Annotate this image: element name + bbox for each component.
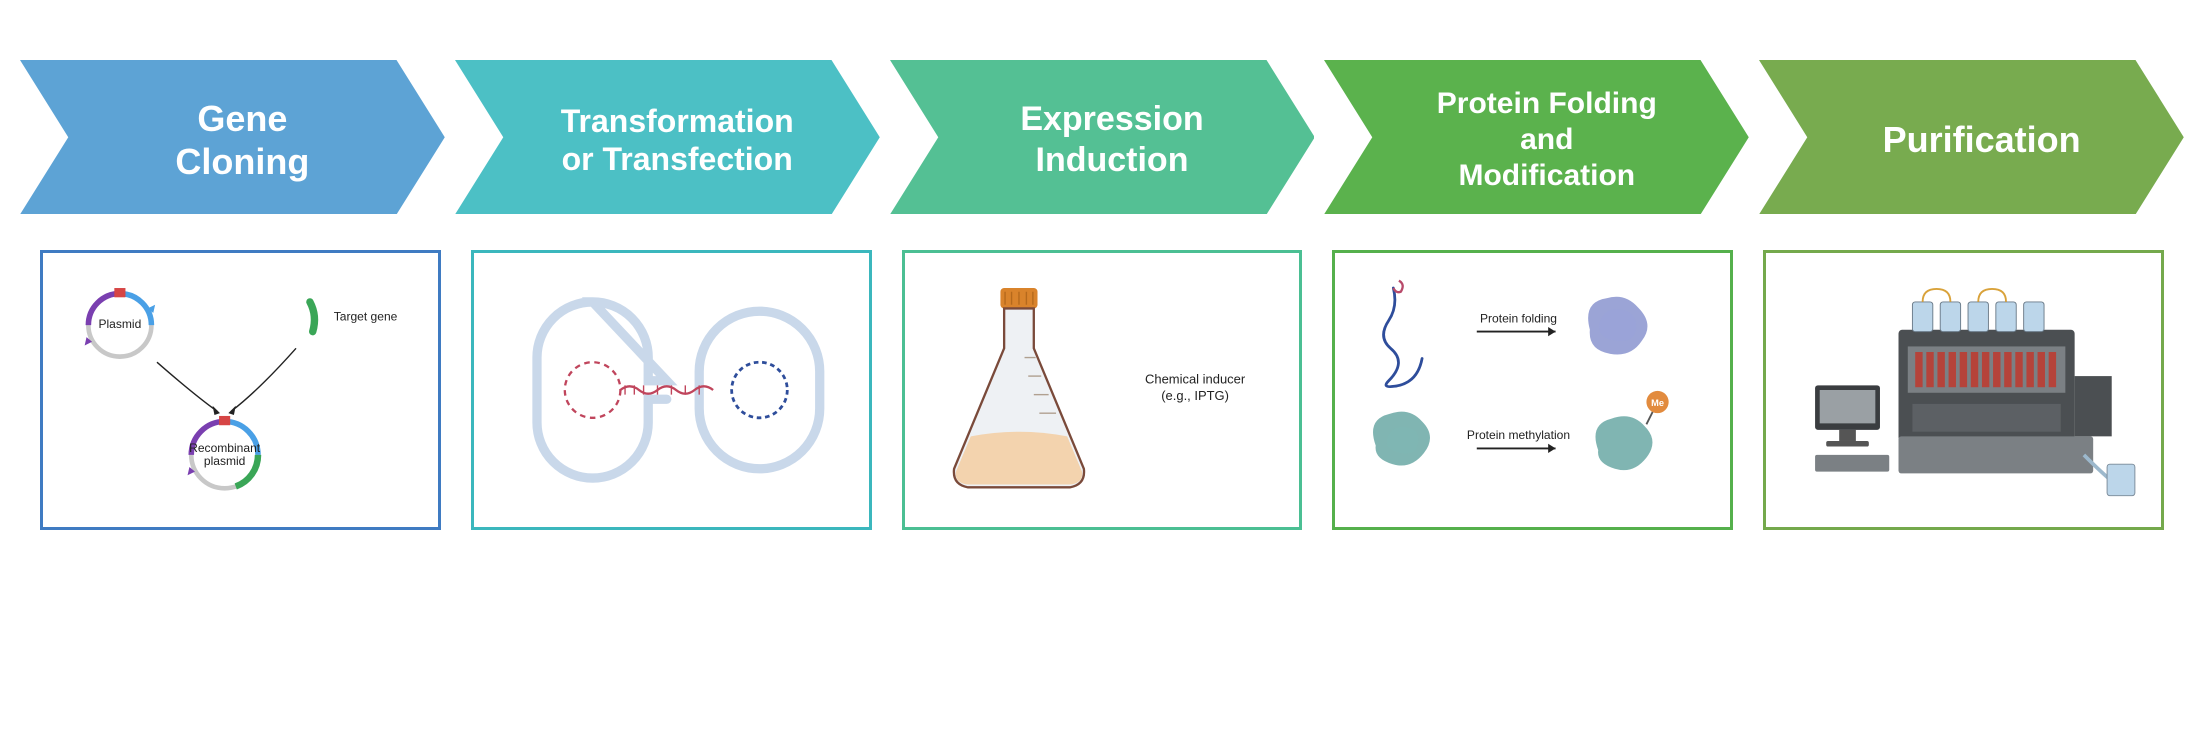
step-title: Purification (1883, 118, 2081, 161)
protein-methylation-label: Protein methylation (1467, 428, 1570, 442)
plasmid-label: Plasmid (98, 317, 141, 331)
step-arrow-expression: Expression Induction (890, 60, 1315, 220)
panel-transformation (471, 250, 872, 530)
target-gene-label: Target gene (334, 309, 398, 323)
step-arrow-folding: Protein Folding and Modification (1324, 60, 1749, 220)
panel-gene-cloning: Plasmid Target gene Recombinant plasmid (40, 250, 441, 530)
step-title: Gene Cloning (175, 97, 309, 183)
recombinant-label-1: Recombinant (189, 441, 261, 455)
panel-purification (1763, 250, 2164, 530)
workflow-panel-row: Plasmid Target gene Recombinant plasmid (20, 250, 2184, 530)
protein-folding-label: Protein folding (1480, 311, 1557, 325)
me-tag-label: Me (1652, 398, 1665, 408)
cloning-diagram-icon: Plasmid Target gene Recombinant plasmid (55, 265, 426, 515)
step-title: Expression Induction (1020, 99, 1203, 181)
step-arrow-purification: Purification (1759, 60, 2184, 220)
step-title: Transformation or Transfection (561, 102, 794, 179)
purification-instrument-icon (1778, 265, 2149, 515)
folding-diagram-icon: Protein folding Protein methylation Me (1347, 265, 1718, 515)
inducer-label-1: Chemical inducer (1145, 372, 1246, 387)
inducer-label-2: (e.g., IPTG) (1161, 388, 1229, 403)
flask-diagram-icon: Chemical inducer (e.g., IPTG) (917, 265, 1288, 515)
step-title: Protein Folding and Modification (1437, 86, 1657, 194)
step-arrow-transformation: Transformation or Transfection (455, 60, 880, 220)
transformation-diagram-icon (486, 265, 857, 515)
panel-expression: Chemical inducer (e.g., IPTG) (902, 250, 1303, 530)
panel-folding: Protein folding Protein methylation Me (1332, 250, 1733, 530)
step-arrow-gene-cloning: Gene Cloning (20, 60, 445, 220)
recombinant-label-2: plasmid (204, 454, 246, 468)
workflow-arrow-row: Gene Cloning Transformation or Transfect… (20, 60, 2184, 220)
